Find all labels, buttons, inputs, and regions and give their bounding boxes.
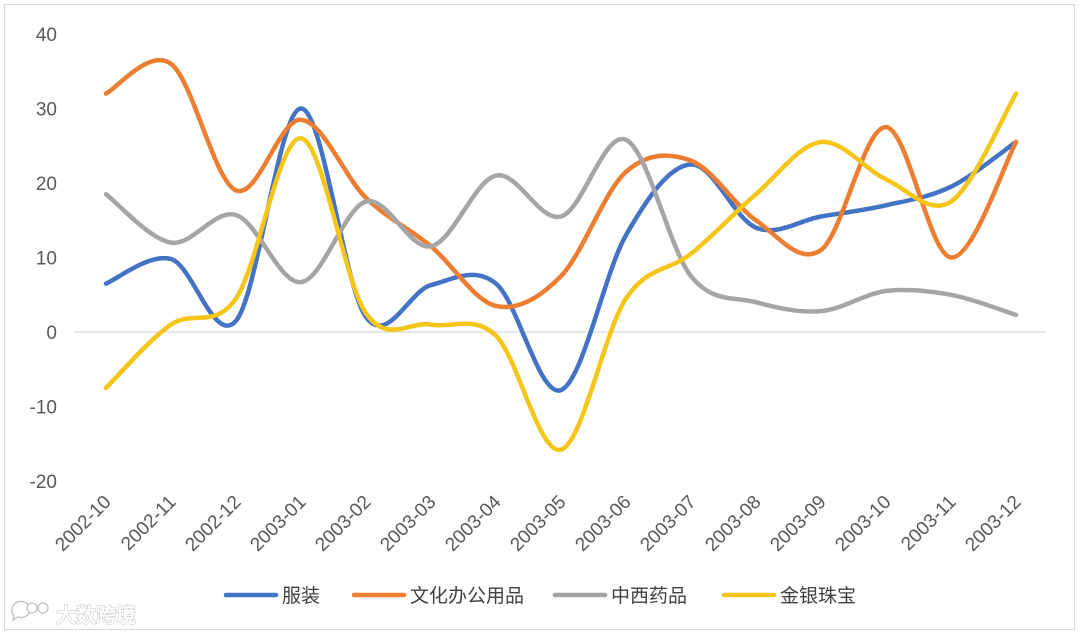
x-axis: 2002-10 2002-11 2002-12 2003-01 2003-02 2003-… xyxy=(51,491,1025,555)
series-line-office-supplies xyxy=(103,57,1019,310)
series-line-clothing xyxy=(103,106,1019,393)
legend-label: 中西药品 xyxy=(611,585,687,607)
x-tick-label: 2003-10 xyxy=(831,492,895,556)
legend-label: 服装 xyxy=(282,585,320,607)
y-tick-label: 20 xyxy=(36,174,57,195)
legend-label: 文化办公用品 xyxy=(410,585,524,607)
legend-item-medicine: 中西药品 xyxy=(552,585,687,607)
y-tick-label: -10 xyxy=(30,398,57,419)
x-tick-label: 2003-03 xyxy=(376,492,440,556)
y-tick-label: 10 xyxy=(36,249,57,270)
x-tick-label: 2003-05 xyxy=(506,492,570,556)
x-tick-label: 2003-04 xyxy=(441,491,505,555)
x-tick-label: 2003-12 xyxy=(961,492,1025,556)
x-tick-label: 2003-02 xyxy=(311,492,375,556)
y-tick-label: 0 xyxy=(46,323,57,344)
y-axis: -20 -10 0 10 20 30 40 xyxy=(30,25,57,493)
y-tick-label: 40 xyxy=(36,25,57,46)
x-tick-label: 2002-12 xyxy=(181,492,245,556)
x-tick-label: 2003-06 xyxy=(571,492,635,556)
series-line-jewelry xyxy=(103,91,1019,452)
x-tick-label: 2003-08 xyxy=(701,492,765,556)
series-lines xyxy=(103,57,1019,452)
x-tick-label: 2003-07 xyxy=(636,492,700,556)
legend-item-office-supplies: 文化办公用品 xyxy=(351,585,524,607)
watermark: 大数跨境 xyxy=(11,600,136,627)
watermark-text: 大数跨境 xyxy=(56,603,136,627)
legend-label: 金银珠宝 xyxy=(780,585,856,607)
y-tick-label: -20 xyxy=(30,472,57,493)
y-tick-label: 30 xyxy=(36,100,57,121)
legend: 服装 文化办公用品 中西药品 金银珠宝 xyxy=(223,585,856,607)
x-tick-label: 2003-09 xyxy=(766,492,830,556)
x-tick-label: 2002-10 xyxy=(51,492,115,556)
x-tick-label: 2003-11 xyxy=(897,492,960,555)
legend-item-clothing: 服装 xyxy=(223,585,320,607)
legend-item-jewelry: 金银珠宝 xyxy=(721,585,856,607)
chart-frame xyxy=(4,4,1075,630)
x-tick-label: 2003-01 xyxy=(246,492,310,556)
x-tick-label: 2002-11 xyxy=(117,492,180,555)
chat-bubble-logo-icon xyxy=(11,600,49,622)
